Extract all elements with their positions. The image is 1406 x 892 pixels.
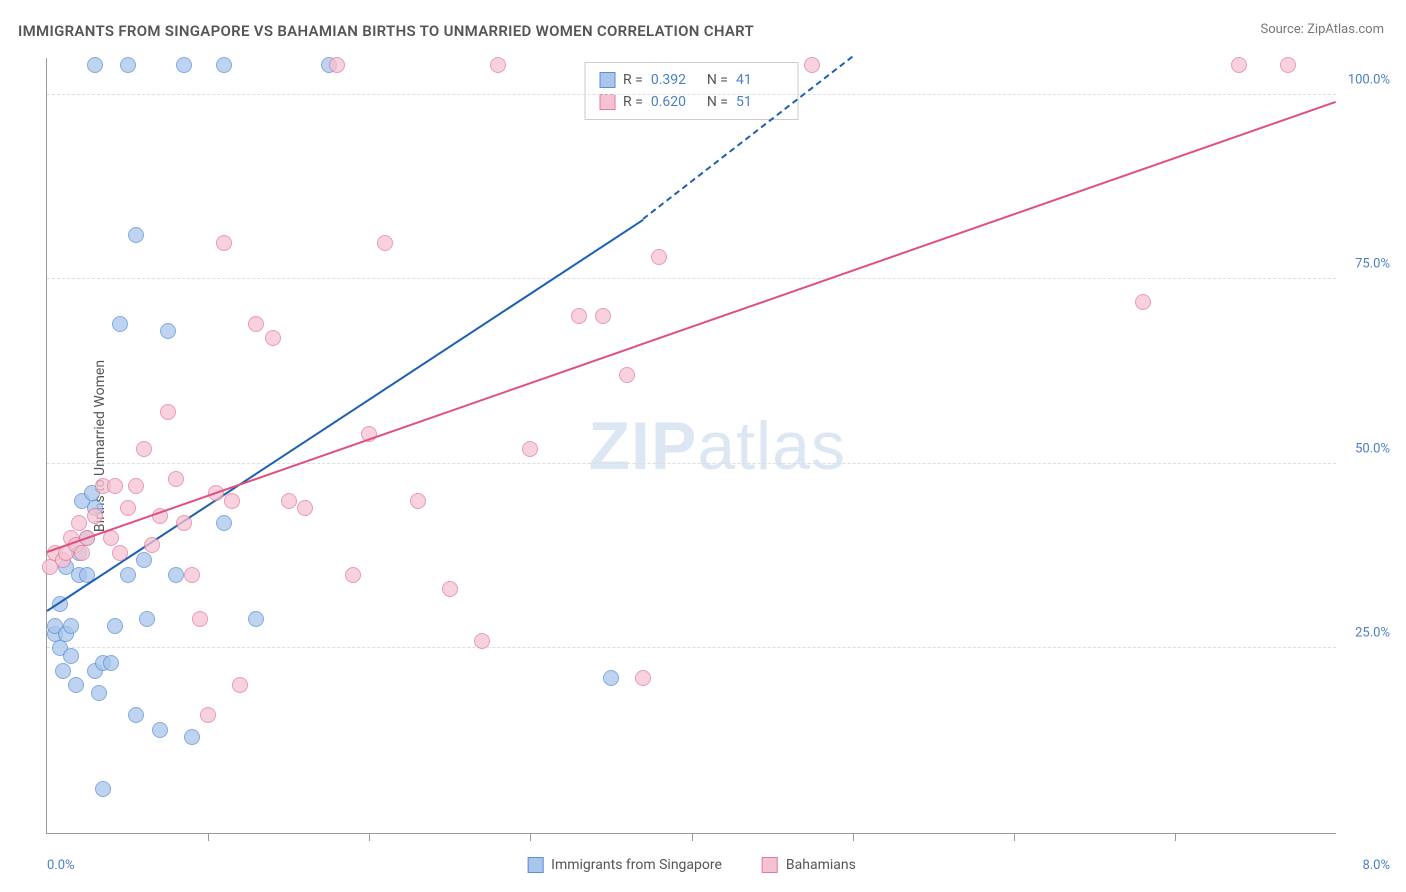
data-point: [192, 611, 208, 627]
data-point: [490, 57, 506, 73]
x-tick: [692, 833, 693, 841]
data-point: [619, 367, 635, 383]
data-point: [176, 57, 192, 73]
data-point: [144, 537, 160, 553]
data-point: [442, 581, 458, 597]
x-tick: [530, 833, 531, 841]
data-point: [160, 404, 176, 420]
data-point: [95, 781, 111, 797]
x-tick: [369, 833, 370, 841]
gridline: [47, 278, 1336, 279]
data-point: [265, 330, 281, 346]
data-point: [410, 493, 426, 509]
legend-swatch-icon: [527, 857, 543, 873]
legend-item-bahamians: Bahamians: [762, 857, 856, 873]
y-tick-label: 75.0%: [1355, 257, 1390, 272]
data-point: [120, 57, 136, 73]
x-tick: [1014, 833, 1015, 841]
x-tick: [1175, 833, 1176, 841]
data-point: [248, 611, 264, 627]
data-point: [329, 57, 345, 73]
y-tick-label: 100.0%: [1348, 72, 1390, 87]
data-point: [474, 633, 490, 649]
data-point: [377, 235, 393, 251]
legend-swatch-icon: [762, 857, 778, 873]
source-attribution: Source: ZipAtlas.com: [1260, 22, 1384, 37]
data-point: [216, 57, 232, 73]
data-point: [63, 618, 79, 634]
data-point: [168, 471, 184, 487]
data-point: [68, 677, 84, 693]
data-point: [107, 478, 123, 494]
x-tick-label: 0.0%: [47, 858, 75, 873]
chart-container: IMMIGRANTS FROM SINGAPORE VS BAHAMIAN BI…: [0, 0, 1406, 892]
data-point: [120, 567, 136, 583]
data-point: [522, 441, 538, 457]
data-point: [55, 663, 71, 679]
data-point: [139, 611, 155, 627]
data-point: [91, 685, 107, 701]
data-point: [216, 235, 232, 251]
legend-swatch-singapore: [599, 72, 615, 88]
plot-area: ZIPatlas R = 0.392 N = 41 R = 0.620 N = …: [46, 58, 1336, 834]
data-point: [224, 493, 240, 509]
data-point: [345, 567, 361, 583]
data-point: [176, 515, 192, 531]
data-point: [281, 493, 297, 509]
data-point: [87, 57, 103, 73]
data-point: [595, 308, 611, 324]
data-point: [297, 500, 313, 516]
data-point: [112, 316, 128, 332]
data-point: [1135, 294, 1151, 310]
data-point: [152, 722, 168, 738]
data-point: [136, 441, 152, 457]
data-point: [571, 308, 587, 324]
x-tick: [853, 833, 854, 841]
data-point: [128, 478, 144, 494]
legend-swatch-bahamians: [599, 94, 615, 110]
watermark: ZIPatlas: [589, 407, 846, 485]
gridline: [47, 647, 1336, 648]
y-tick-label: 25.0%: [1355, 626, 1390, 641]
data-point: [128, 707, 144, 723]
data-point: [804, 57, 820, 73]
data-point: [120, 500, 136, 516]
data-point: [635, 670, 651, 686]
x-tick-label: 8.0%: [1362, 858, 1390, 873]
data-point: [71, 515, 87, 531]
data-point: [160, 323, 176, 339]
data-point: [651, 249, 667, 265]
data-point: [1231, 57, 1247, 73]
data-point: [248, 316, 264, 332]
data-point: [74, 545, 90, 561]
legend-item-singapore: Immigrants from Singapore: [527, 857, 722, 873]
data-point: [107, 618, 123, 634]
data-point: [103, 655, 119, 671]
gridline: [47, 94, 1336, 95]
x-tick: [208, 833, 209, 841]
trend-line: [47, 100, 1337, 552]
legend-row-singapore: R = 0.392 N = 41: [599, 69, 784, 91]
data-point: [112, 545, 128, 561]
series-legend: Immigrants from Singapore Bahamians: [527, 857, 856, 873]
data-point: [87, 508, 103, 524]
correlation-legend: R = 0.392 N = 41 R = 0.620 N = 51: [584, 62, 799, 120]
data-point: [200, 707, 216, 723]
data-point: [128, 227, 144, 243]
y-tick-label: 50.0%: [1355, 441, 1390, 456]
data-point: [232, 677, 248, 693]
data-point: [216, 515, 232, 531]
data-point: [184, 729, 200, 745]
data-point: [63, 648, 79, 664]
data-point: [136, 552, 152, 568]
data-point: [184, 567, 200, 583]
data-point: [1280, 57, 1296, 73]
data-point: [168, 567, 184, 583]
chart-title: IMMIGRANTS FROM SINGAPORE VS BAHAMIAN BI…: [18, 22, 754, 40]
gridline: [47, 463, 1336, 464]
data-point: [603, 670, 619, 686]
